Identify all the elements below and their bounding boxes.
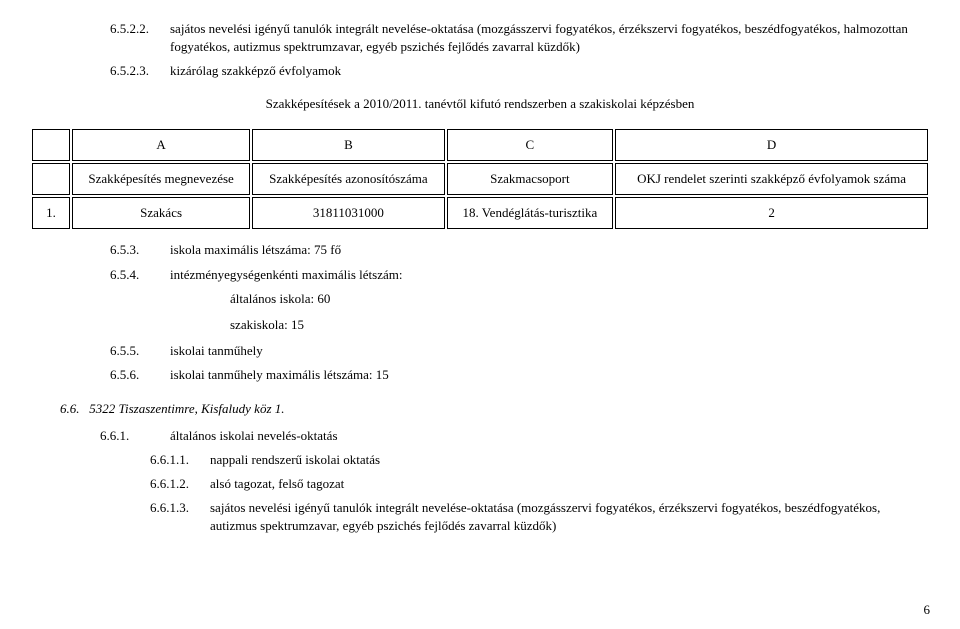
sec-num: 6.6. <box>60 401 80 416</box>
item-number: 6.6.1.3. <box>30 499 210 535</box>
item-6-6-1-3: 6.6.1.3. sajátos nevelési igényű tanulók… <box>30 499 930 535</box>
sec-text: 5322 Tiszaszentimre, Kisfaludy köz 1. <box>89 401 284 416</box>
item-number: 6.6.1.2. <box>30 475 210 493</box>
item-text: intézményegységenkénti maximális létszám… <box>170 266 930 284</box>
table-head-abcd: A B C D <box>32 129 928 161</box>
item-6-5-5: 6.5.5. iskolai tanműhely <box>30 342 930 360</box>
item-number: 6.5.5. <box>30 342 170 360</box>
item-text: sajátos nevelési igényű tanulók integrál… <box>210 499 930 535</box>
item-text: kizárólag szakképző évfolyamok <box>170 62 930 80</box>
table-cell <box>32 129 70 161</box>
label-c: Szakmacsoport <box>447 163 614 195</box>
item-number: 6.5.2.3. <box>30 62 170 80</box>
cell-group: 18. Vendéglátás-turisztika <box>447 197 614 229</box>
qualifications-table: A B C D Szakképesítés megnevezése Szakké… <box>30 127 930 232</box>
item-text: alsó tagozat, felső tagozat <box>210 475 930 493</box>
table-row: 1. Szakács 31811031000 18. Vendéglátás-t… <box>32 197 928 229</box>
page-number: 6 <box>924 601 931 619</box>
label-a: Szakképesítés megnevezése <box>72 163 250 195</box>
item-6-6-1-1: 6.6.1.1. nappali rendszerű iskolai oktat… <box>30 451 930 469</box>
item-text: általános iskolai nevelés-oktatás <box>170 427 930 445</box>
item-number: 6.5.6. <box>30 366 170 384</box>
item-number: 6.5.3. <box>30 241 170 259</box>
item-text: sajátos nevelési igényű tanulók integrál… <box>170 20 930 56</box>
item-6-6-1-2: 6.6.1.2. alsó tagozat, felső tagozat <box>30 475 930 493</box>
label-b: Szakképesítés azonosítószáma <box>252 163 444 195</box>
item-text: iskolai tanműhely maximális létszáma: 15 <box>170 366 930 384</box>
col-b: B <box>252 129 444 161</box>
item-6-5-2-2: 6.5.2.2. sajátos nevelési igényű tanulók… <box>30 20 930 56</box>
item-6-6-1: 6.6.1. általános iskolai nevelés-oktatás <box>30 427 930 445</box>
col-c: C <box>447 129 614 161</box>
row-num: 1. <box>32 197 70 229</box>
item-number: 6.5.4. <box>30 266 170 284</box>
section-6-6: 6.6. 5322 Tiszaszentimre, Kisfaludy köz … <box>60 400 930 418</box>
item-text: iskola maximális létszáma: 75 fő <box>170 241 930 259</box>
item-6-5-4: 6.5.4. intézményegységenkénti maximális … <box>30 266 930 284</box>
indent-line-1: általános iskola: 60 <box>30 290 930 308</box>
cell-id: 31811031000 <box>252 197 444 229</box>
item-6-5-2-3: 6.5.2.3. kizárólag szakképző évfolyamok <box>30 62 930 80</box>
table-head-labels: Szakképesítés megnevezése Szakképesítés … <box>32 163 928 195</box>
item-number: 6.6.1.1. <box>30 451 210 469</box>
label-d: OKJ rendelet szerinti szakképző évfolyam… <box>615 163 928 195</box>
cell-name: Szakács <box>72 197 250 229</box>
cell-years: 2 <box>615 197 928 229</box>
item-text: nappali rendszerű iskolai oktatás <box>210 451 930 469</box>
table-cell <box>32 163 70 195</box>
item-6-5-3: 6.5.3. iskola maximális létszáma: 75 fő <box>30 241 930 259</box>
centered-heading: Szakképesítések a 2010/2011. tanévtől ki… <box>30 95 930 113</box>
indent-line-2: szakiskola: 15 <box>30 316 930 334</box>
item-text: iskolai tanműhely <box>170 342 930 360</box>
item-6-5-6: 6.5.6. iskolai tanműhely maximális létsz… <box>30 366 930 384</box>
col-a: A <box>72 129 250 161</box>
item-number: 6.5.2.2. <box>30 20 170 56</box>
item-number: 6.6.1. <box>30 427 170 445</box>
col-d: D <box>615 129 928 161</box>
